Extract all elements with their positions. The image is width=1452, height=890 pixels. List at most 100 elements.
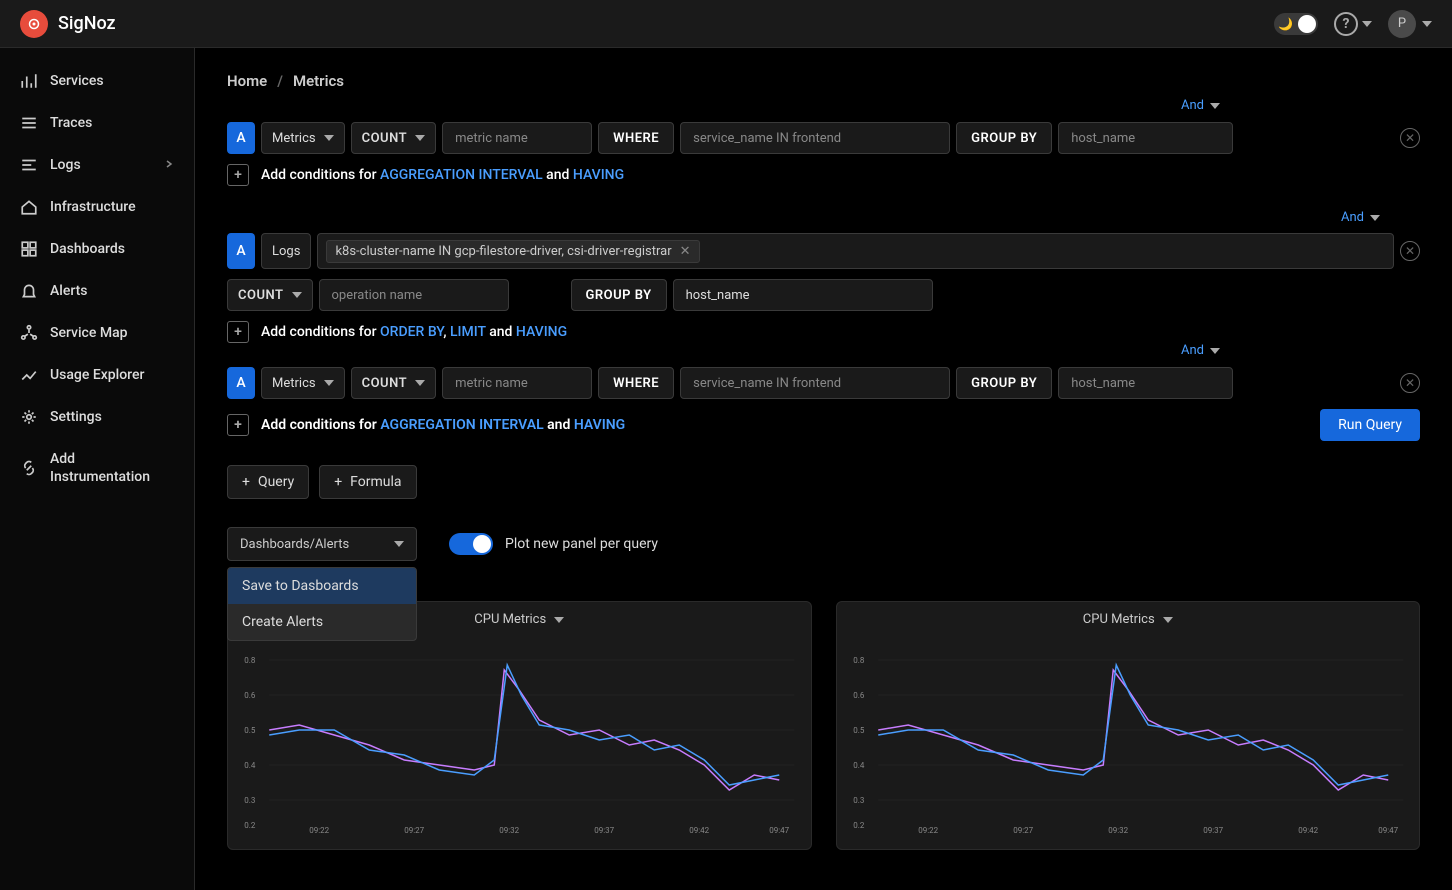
help-icon: ?: [1334, 12, 1358, 36]
aggregation-select[interactable]: COUNT: [351, 122, 437, 154]
remove-tag-icon[interactable]: ✕: [680, 244, 691, 259]
plus-icon[interactable]: +: [227, 414, 249, 436]
and-operator[interactable]: And: [1181, 98, 1220, 113]
main-content: Home / Metrics And A Metrics COUNT metri…: [195, 48, 1452, 890]
dropdown-save-dashboards[interactable]: Save to Dasboards: [228, 568, 416, 604]
svg-text:0.4: 0.4: [853, 761, 865, 770]
breadcrumb: Home / Metrics: [227, 72, 1420, 90]
source-select[interactable]: Metrics: [261, 122, 345, 154]
aggregation-interval-link[interactable]: AGGREGATION INTERVAL: [380, 417, 543, 433]
svg-text:09:27: 09:27: [404, 826, 424, 835]
where-label: WHERE: [598, 122, 674, 154]
add-conditions-3: + Add conditions for AGGREGATION INTERVA…: [227, 409, 1420, 441]
remove-query-icon[interactable]: ✕: [1400, 241, 1420, 261]
svg-text:0.2: 0.2: [244, 821, 256, 830]
chevron-down-icon: [292, 292, 302, 298]
chart-title[interactable]: CPU Metrics: [847, 612, 1410, 627]
and-operator[interactable]: And: [1341, 210, 1380, 225]
sidebar-item-logs[interactable]: Logs: [0, 144, 194, 186]
svg-text:0.6: 0.6: [853, 691, 865, 700]
groupby-label: GROUP BY: [956, 122, 1052, 154]
having-link[interactable]: HAVING: [516, 324, 567, 340]
dropdown-create-alerts[interactable]: Create Alerts: [228, 604, 416, 640]
plus-icon[interactable]: +: [227, 321, 249, 343]
groupby-input[interactable]: host_name: [1058, 122, 1233, 154]
aggregation-select[interactable]: COUNT: [351, 367, 437, 399]
groupby-input[interactable]: host_name: [673, 279, 933, 311]
plot-per-query-toggle[interactable]: [449, 533, 493, 555]
having-link[interactable]: HAVING: [573, 167, 624, 183]
remove-query-icon[interactable]: ✕: [1400, 373, 1420, 393]
svg-text:09:27: 09:27: [1013, 826, 1033, 835]
sidebar-item-label: Infrastructure: [50, 199, 136, 215]
svg-text:09:32: 09:32: [1108, 826, 1128, 835]
svg-text:0.5: 0.5: [244, 726, 256, 735]
metric-name-input[interactable]: metric name: [442, 122, 592, 154]
brand-logo[interactable]: SigNoz: [20, 10, 116, 38]
cpu-metrics-chart: 0.80.60.50.40.30.2 09:2209:2709:3209:370…: [238, 635, 801, 835]
theme-toggle[interactable]: 🌙: [1274, 13, 1318, 35]
sidebar-item-usage[interactable]: Usage Explorer: [0, 354, 194, 396]
sidebar-item-traces[interactable]: Traces: [0, 102, 194, 144]
add-query-button[interactable]: +Query: [227, 465, 309, 499]
svg-text:0.3: 0.3: [244, 796, 255, 805]
query-row-1: And A Metrics COUNT metric name WHERE se…: [227, 122, 1420, 154]
aggregation-select[interactable]: COUNT: [227, 279, 313, 311]
sidebar-item-services[interactable]: Services: [0, 60, 194, 102]
metric-name-input[interactable]: metric name: [442, 367, 592, 399]
add-conditions-1: + Add conditions for AGGREGATION INTERVA…: [227, 164, 1420, 186]
line-chart-icon: [20, 366, 38, 384]
sidebar: Services Traces Logs Infrastructure Dash…: [0, 48, 195, 890]
chevron-down-icon: [554, 617, 564, 623]
orderby-link[interactable]: ORDER BY: [380, 324, 443, 340]
breadcrumb-current: Metrics: [293, 72, 344, 90]
source-select[interactable]: Logs: [261, 233, 311, 269]
link-icon: [20, 459, 38, 477]
svg-text:0.8: 0.8: [244, 656, 256, 665]
where-filter-input[interactable]: service_name IN frontend: [680, 367, 950, 399]
sidebar-item-infrastructure[interactable]: Infrastructure: [0, 186, 194, 228]
plus-icon[interactable]: +: [227, 164, 249, 186]
gear-icon: [20, 408, 38, 426]
sidebar-item-label: Services: [50, 73, 104, 89]
query-badge[interactable]: A: [227, 367, 255, 399]
sidebar-item-settings[interactable]: Settings: [0, 396, 194, 438]
query-badge[interactable]: A: [227, 122, 255, 154]
query-row-2b: COUNT operation name GROUP BY host_name: [227, 279, 1420, 311]
add-formula-button[interactable]: +Formula: [319, 465, 416, 499]
user-menu[interactable]: P: [1388, 10, 1432, 38]
run-query-button[interactable]: Run Query: [1320, 409, 1420, 441]
sidebar-item-dashboards[interactable]: Dashboards: [0, 228, 194, 270]
query-row-2: A Logs k8s-cluster-name IN gcp-filestore…: [227, 233, 1420, 269]
having-link[interactable]: HAVING: [574, 417, 625, 433]
list-icon: [20, 156, 38, 174]
bar-chart-icon: [20, 72, 38, 90]
sidebar-item-add-instrumentation[interactable]: Add Instrumentation: [0, 438, 194, 498]
where-filter-input[interactable]: service_name IN frontend: [680, 122, 950, 154]
cpu-metrics-chart: 0.80.60.50.40.30.2 09:2209:2709:3209:370…: [847, 635, 1410, 835]
logs-filter-input[interactable]: k8s-cluster-name IN gcp-filestore-driver…: [317, 233, 1394, 269]
operation-name-input[interactable]: operation name: [319, 279, 509, 311]
groupby-input[interactable]: host_name: [1058, 367, 1233, 399]
limit-link[interactable]: LIMIT: [450, 324, 486, 340]
sidebar-item-servicemap[interactable]: Service Map: [0, 312, 194, 354]
help-menu[interactable]: ?: [1334, 12, 1372, 36]
sidebar-item-label: Logs: [50, 157, 81, 173]
remove-query-icon[interactable]: ✕: [1400, 128, 1420, 148]
svg-text:09:47: 09:47: [769, 826, 789, 835]
query-badge[interactable]: A: [227, 233, 255, 269]
aggregation-interval-link[interactable]: AGGREGATION INTERVAL: [380, 167, 543, 183]
source-select[interactable]: Metrics: [261, 367, 345, 399]
and-operator[interactable]: And: [1181, 343, 1220, 358]
dashboards-alerts-select[interactable]: Dashboards/Alerts: [227, 527, 417, 561]
menu-icon: [20, 114, 38, 132]
moon-icon: 🌙: [1278, 17, 1293, 31]
chart-panel-2: CPU Metrics 0.80.60.50.40.30.2 09:2209:2…: [836, 601, 1421, 850]
chevron-down-icon: [1370, 215, 1380, 221]
sidebar-item-alerts[interactable]: Alerts: [0, 270, 194, 312]
breadcrumb-home[interactable]: Home: [227, 72, 267, 90]
svg-text:0.8: 0.8: [853, 656, 865, 665]
chevron-down-icon: [1210, 103, 1220, 109]
sidebar-item-label: Add Instrumentation: [50, 450, 174, 486]
filter-tag[interactable]: k8s-cluster-name IN gcp-filestore-driver…: [326, 240, 699, 263]
